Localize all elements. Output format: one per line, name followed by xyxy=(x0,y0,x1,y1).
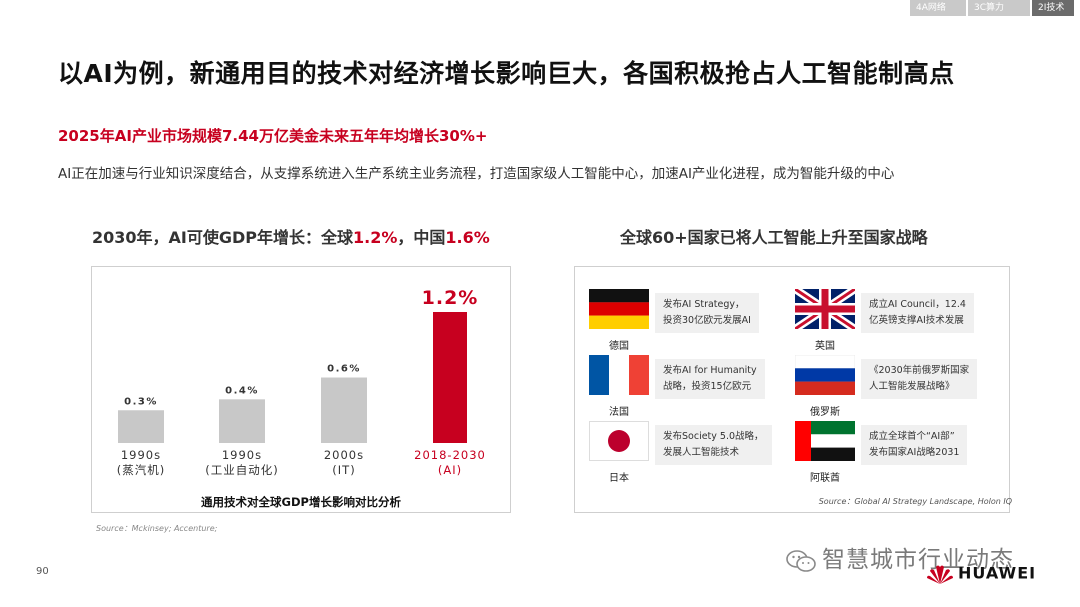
note-line: 亿英镑支撑AI技术发展 xyxy=(869,315,964,326)
category-label-3-1: (AI) xyxy=(438,463,462,477)
right-source: Source：Global AI Strategy Landscape, Hol… xyxy=(818,497,1012,506)
country-card-japan: 日本 发布Society 5.0战略， 发展人工智能技术 xyxy=(589,421,789,484)
nav-tab-3c[interactable]: 3C算力 xyxy=(968,0,1030,16)
right-section-heading: 全球60+国家已将人工智能上升至国家战略 xyxy=(620,228,928,247)
bar-1 xyxy=(219,399,265,443)
uk-flag-icon xyxy=(795,289,855,329)
brand-name: HUAWEI xyxy=(958,563,1037,583)
slide-description: AI正在加速与行业知识深度结合，从支撑系统进入生产系统主业务流程，打造国家级人工… xyxy=(58,166,895,182)
russia-flag-icon xyxy=(795,355,855,395)
category-label-0-1: (蒸汽机) xyxy=(117,463,165,477)
category-label-2-0: 2000s xyxy=(324,448,364,462)
category-label-2-1: (IT) xyxy=(332,463,355,477)
slide-title: 以AI为例，新通用目的技术对经济增长影响巨大，各国积极抢占人工智能制高点 xyxy=(58,59,955,88)
left-section-heading: 2030年，AI可使GDP年增长：全球1.2%，中国1.6% xyxy=(92,224,490,248)
note-line: 发布国家AI战略2031 xyxy=(869,447,960,458)
huawei-logo: HUAWEI xyxy=(925,563,1036,585)
note-line: 发布Society 5.0战略， xyxy=(663,431,764,442)
watermark-text: 智慧城市行业动态 xyxy=(822,547,1014,573)
country-card-uae: 阿联酋 成立全球首个“AI部” 发布国家AI战略2031 xyxy=(795,421,1005,484)
data-label-1: 0.4% xyxy=(225,385,259,396)
country-name: 英国 xyxy=(815,341,835,352)
chart-caption: 通用技术对全球GDP增长影响对比分析 xyxy=(201,495,401,509)
country-note: 成立AI Council，12.4 亿英镑支撑AI技术发展 xyxy=(861,293,974,333)
huawei-petal-icon xyxy=(927,565,953,584)
page-number: 90 xyxy=(36,566,49,577)
national-strategy-panel: 德国 发布AI Strategy， 投资30亿欧元发展AI 英国 成立AI Co… xyxy=(574,266,1010,513)
note-line: 人工智能发展战略》 xyxy=(869,381,955,392)
nav-tab-2i[interactable]: 2I技术 xyxy=(1032,0,1074,16)
nav-tab-4a[interactable]: 4A网络 xyxy=(910,0,966,16)
country-name: 法国 xyxy=(609,407,629,418)
category-label-0-0: 1990s xyxy=(121,448,161,462)
note-line: 发展人工智能技术 xyxy=(663,447,740,458)
bar-2 xyxy=(321,377,367,443)
country-note: 成立全球首个“AI部” 发布国家AI战略2031 xyxy=(861,425,968,465)
heading-global-value: 1.2% xyxy=(353,228,398,247)
country-name: 德国 xyxy=(609,341,629,352)
heading-china-value: 1.6% xyxy=(445,228,490,247)
bar-0 xyxy=(118,410,164,443)
wechat-icon xyxy=(786,549,816,572)
note-line: 《2030年前俄罗斯国家 xyxy=(869,365,970,376)
note-line: 成立AI Council，12.4 xyxy=(869,299,966,310)
category-label-1-1: (工业自动化) xyxy=(205,463,278,477)
gdp-bar-chart: 0.3% 1990s (蒸汽机) 0.4% 1990s (工业自动化) 0.6% 2000s(… xyxy=(91,266,511,513)
heading-prefix: 2030年，AI可使GDP年增长：全球 xyxy=(92,228,354,247)
country-name: 俄罗斯 xyxy=(810,407,840,418)
top-nav: 4A网络 3C算力 2I技术 xyxy=(908,0,1074,16)
data-label-2: 0.6% xyxy=(327,364,361,375)
country-note: 发布AI for Humanity 战略，投资15亿欧元 xyxy=(655,359,765,399)
uae-flag-icon xyxy=(795,421,855,461)
note-line: 发布AI Strategy， xyxy=(663,299,745,310)
country-note: 《2030年前俄罗斯国家 人工智能发展战略》 xyxy=(861,359,978,399)
bar-3 xyxy=(433,312,467,443)
country-note: 发布AI Strategy， 投资30亿欧元发展AI xyxy=(655,293,759,333)
country-note: 发布Society 5.0战略， 发展人工智能技术 xyxy=(655,425,772,465)
watermark: 智慧城市行业动态 xyxy=(786,540,1014,574)
category-label-1-0: 1990s xyxy=(222,448,262,462)
left-source: Source：Mckinsey; Accenture; xyxy=(96,524,218,533)
japan-flag-icon xyxy=(589,421,649,461)
category-label-3-0: 2018-2030 xyxy=(414,448,486,462)
germany-flag-icon xyxy=(589,289,649,329)
slide-subtitle: 2025年AI产业市场规模7.44万亿美金未来五年年均增长30%+ xyxy=(58,127,488,145)
data-label-3: 1.2% xyxy=(422,287,479,309)
france-flag-icon xyxy=(589,355,649,395)
country-card-france: 法国 发布AI for Humanity 战略，投资15亿欧元 xyxy=(589,355,789,418)
data-label-0: 0.3% xyxy=(124,396,158,407)
country-name: 阿联酋 xyxy=(810,473,840,484)
note-line: 成立全球首个“AI部” xyxy=(869,431,955,442)
country-card-germany: 德国 发布AI Strategy， 投资30亿欧元发展AI xyxy=(589,289,789,352)
note-line: 发布AI for Humanity xyxy=(663,365,757,376)
note-line: 投资30亿欧元发展AI xyxy=(663,315,751,326)
chart-svg: 0.3%1990s(蒸汽机)0.4%1990s(工业自动化)0.6%2000s(… xyxy=(117,287,486,477)
country-card-uk: 英国 成立AI Council，12.4 亿英镑支撑AI技术发展 xyxy=(795,289,1005,352)
note-line: 战略，投资15亿欧元 xyxy=(663,381,752,392)
heading-mid: ，中国 xyxy=(397,228,446,247)
country-card-russia: 俄罗斯 《2030年前俄罗斯国家 人工智能发展战略》 xyxy=(795,355,1005,418)
country-name: 日本 xyxy=(609,473,629,484)
